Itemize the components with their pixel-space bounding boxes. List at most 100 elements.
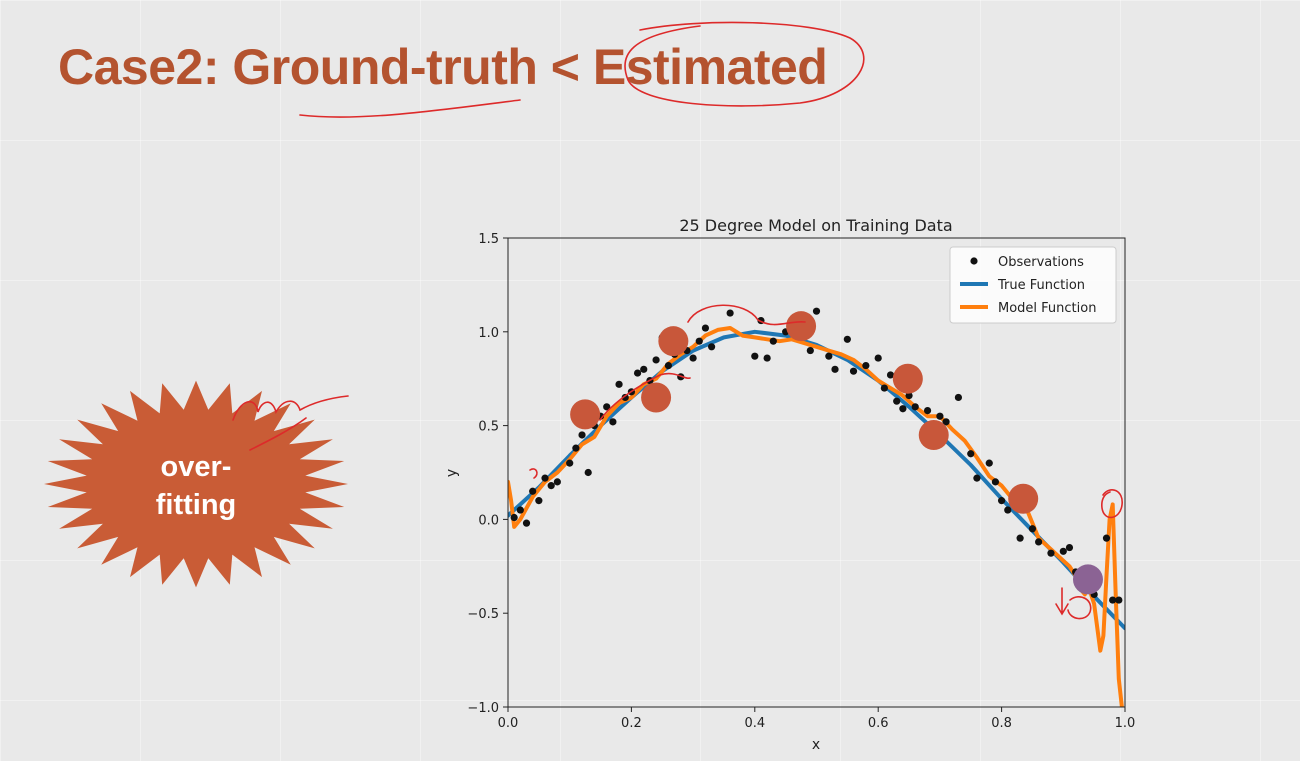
starburst-label: over- fitting bbox=[40, 448, 352, 524]
y-tick-label: 1.5 bbox=[478, 232, 499, 247]
observation-point bbox=[843, 335, 851, 343]
y-axis-label: y bbox=[444, 469, 460, 477]
observation-point bbox=[1028, 525, 1037, 533]
test-point-marker bbox=[641, 382, 672, 413]
observation-point bbox=[769, 337, 777, 345]
y-tick-label: −0.5 bbox=[467, 607, 499, 622]
observation-point bbox=[936, 412, 944, 420]
observation-point bbox=[677, 373, 685, 381]
legend-label: Model Function bbox=[998, 301, 1096, 316]
observation-point bbox=[985, 459, 993, 467]
test-point-marker bbox=[892, 363, 923, 394]
y-tick-label: 0.0 bbox=[478, 513, 499, 528]
observation-point bbox=[584, 468, 592, 477]
legend-label: Observations bbox=[998, 255, 1084, 270]
observation-point bbox=[1065, 543, 1074, 552]
observation-point bbox=[899, 405, 907, 413]
observation-point bbox=[510, 513, 518, 522]
observation-point bbox=[695, 337, 703, 345]
observation-point bbox=[689, 354, 697, 362]
observation-point bbox=[991, 478, 1000, 486]
observation-point bbox=[998, 497, 1006, 505]
legend-label: True Function bbox=[997, 278, 1085, 293]
observation-point bbox=[627, 388, 635, 396]
observation-point bbox=[1035, 538, 1043, 546]
observation-point bbox=[708, 343, 716, 351]
model-function-line bbox=[508, 326, 1124, 707]
observation-point bbox=[609, 418, 617, 426]
legend-box bbox=[949, 246, 1117, 324]
observation-point bbox=[1016, 534, 1024, 542]
starburst-line-1: over- bbox=[160, 451, 232, 483]
test-point-marker bbox=[570, 399, 601, 430]
observation-point bbox=[522, 519, 531, 527]
observation-point bbox=[664, 361, 673, 370]
observation-point bbox=[923, 406, 932, 415]
observation-point bbox=[825, 352, 833, 360]
observation-point bbox=[751, 352, 759, 360]
observation-point bbox=[1109, 596, 1117, 604]
observation-point bbox=[541, 474, 549, 482]
x-tick-label: 0.4 bbox=[744, 716, 765, 731]
legend-swatch-observations bbox=[970, 257, 978, 265]
x-tick-label: 0.0 bbox=[498, 716, 519, 731]
observation-point bbox=[547, 482, 555, 490]
observation-point bbox=[615, 380, 623, 388]
observation-point bbox=[553, 478, 561, 486]
observation-point bbox=[529, 487, 537, 495]
x-tick-label: 0.6 bbox=[868, 716, 889, 731]
observation-point bbox=[905, 391, 913, 400]
observation-point bbox=[535, 497, 543, 505]
highlighted-test-point bbox=[1072, 564, 1103, 595]
training-data-chart: 25 Degree Model on Training Data 0.0 0.2 0… bbox=[444, 216, 1136, 753]
test-point-marker bbox=[918, 419, 949, 450]
observation-point bbox=[566, 459, 574, 467]
observation-point bbox=[911, 403, 919, 411]
true-function-line bbox=[508, 329, 1125, 631]
observation-point bbox=[640, 365, 648, 373]
observation-point bbox=[1004, 506, 1012, 514]
observation-point bbox=[726, 309, 734, 317]
chart-title: 25 Degree Model on Training Data bbox=[679, 216, 952, 235]
test-point-marker bbox=[658, 326, 689, 357]
observation-point bbox=[633, 369, 642, 377]
observation-point bbox=[621, 393, 629, 402]
observation-point bbox=[763, 354, 771, 362]
observation-point bbox=[849, 367, 858, 375]
chart-legend: Observations True Function Model Function bbox=[949, 246, 1117, 324]
y-tick-label: −1.0 bbox=[467, 701, 499, 716]
observation-point bbox=[886, 371, 895, 379]
observation-point bbox=[516, 506, 524, 514]
observation-point bbox=[862, 361, 870, 370]
slide-title: Case2: Ground-truth < Estimated bbox=[58, 39, 828, 95]
observation-point bbox=[812, 307, 821, 315]
observation-point bbox=[1102, 534, 1111, 542]
observation-point bbox=[967, 450, 975, 458]
observation-point bbox=[603, 403, 611, 411]
observation-point bbox=[806, 346, 814, 355]
observation-point bbox=[578, 431, 586, 439]
observation-point bbox=[572, 444, 580, 452]
x-tick-label: 0.2 bbox=[621, 716, 642, 731]
x-tick-label: 1.0 bbox=[1115, 716, 1136, 731]
observation-point bbox=[973, 474, 981, 482]
observation-point bbox=[874, 354, 882, 362]
test-point-marker bbox=[1008, 483, 1039, 514]
y-tick-label: 1.0 bbox=[478, 326, 499, 341]
observation-point bbox=[1047, 549, 1055, 557]
observation-point bbox=[831, 365, 839, 373]
observation-point bbox=[701, 324, 710, 332]
observation-point bbox=[954, 393, 963, 402]
starburst-line-2: fitting bbox=[155, 489, 237, 521]
x-axis-label: x bbox=[812, 737, 820, 753]
observation-point bbox=[942, 418, 950, 426]
observation-point bbox=[652, 356, 660, 364]
observation-point bbox=[1115, 596, 1123, 604]
observation-point bbox=[1059, 547, 1067, 555]
observation-point bbox=[757, 316, 765, 325]
observation-point bbox=[893, 397, 901, 405]
observation-point bbox=[880, 384, 888, 392]
plot-frame bbox=[507, 237, 1126, 708]
test-point-marker bbox=[786, 311, 817, 342]
y-tick-label: 0.5 bbox=[478, 420, 499, 435]
